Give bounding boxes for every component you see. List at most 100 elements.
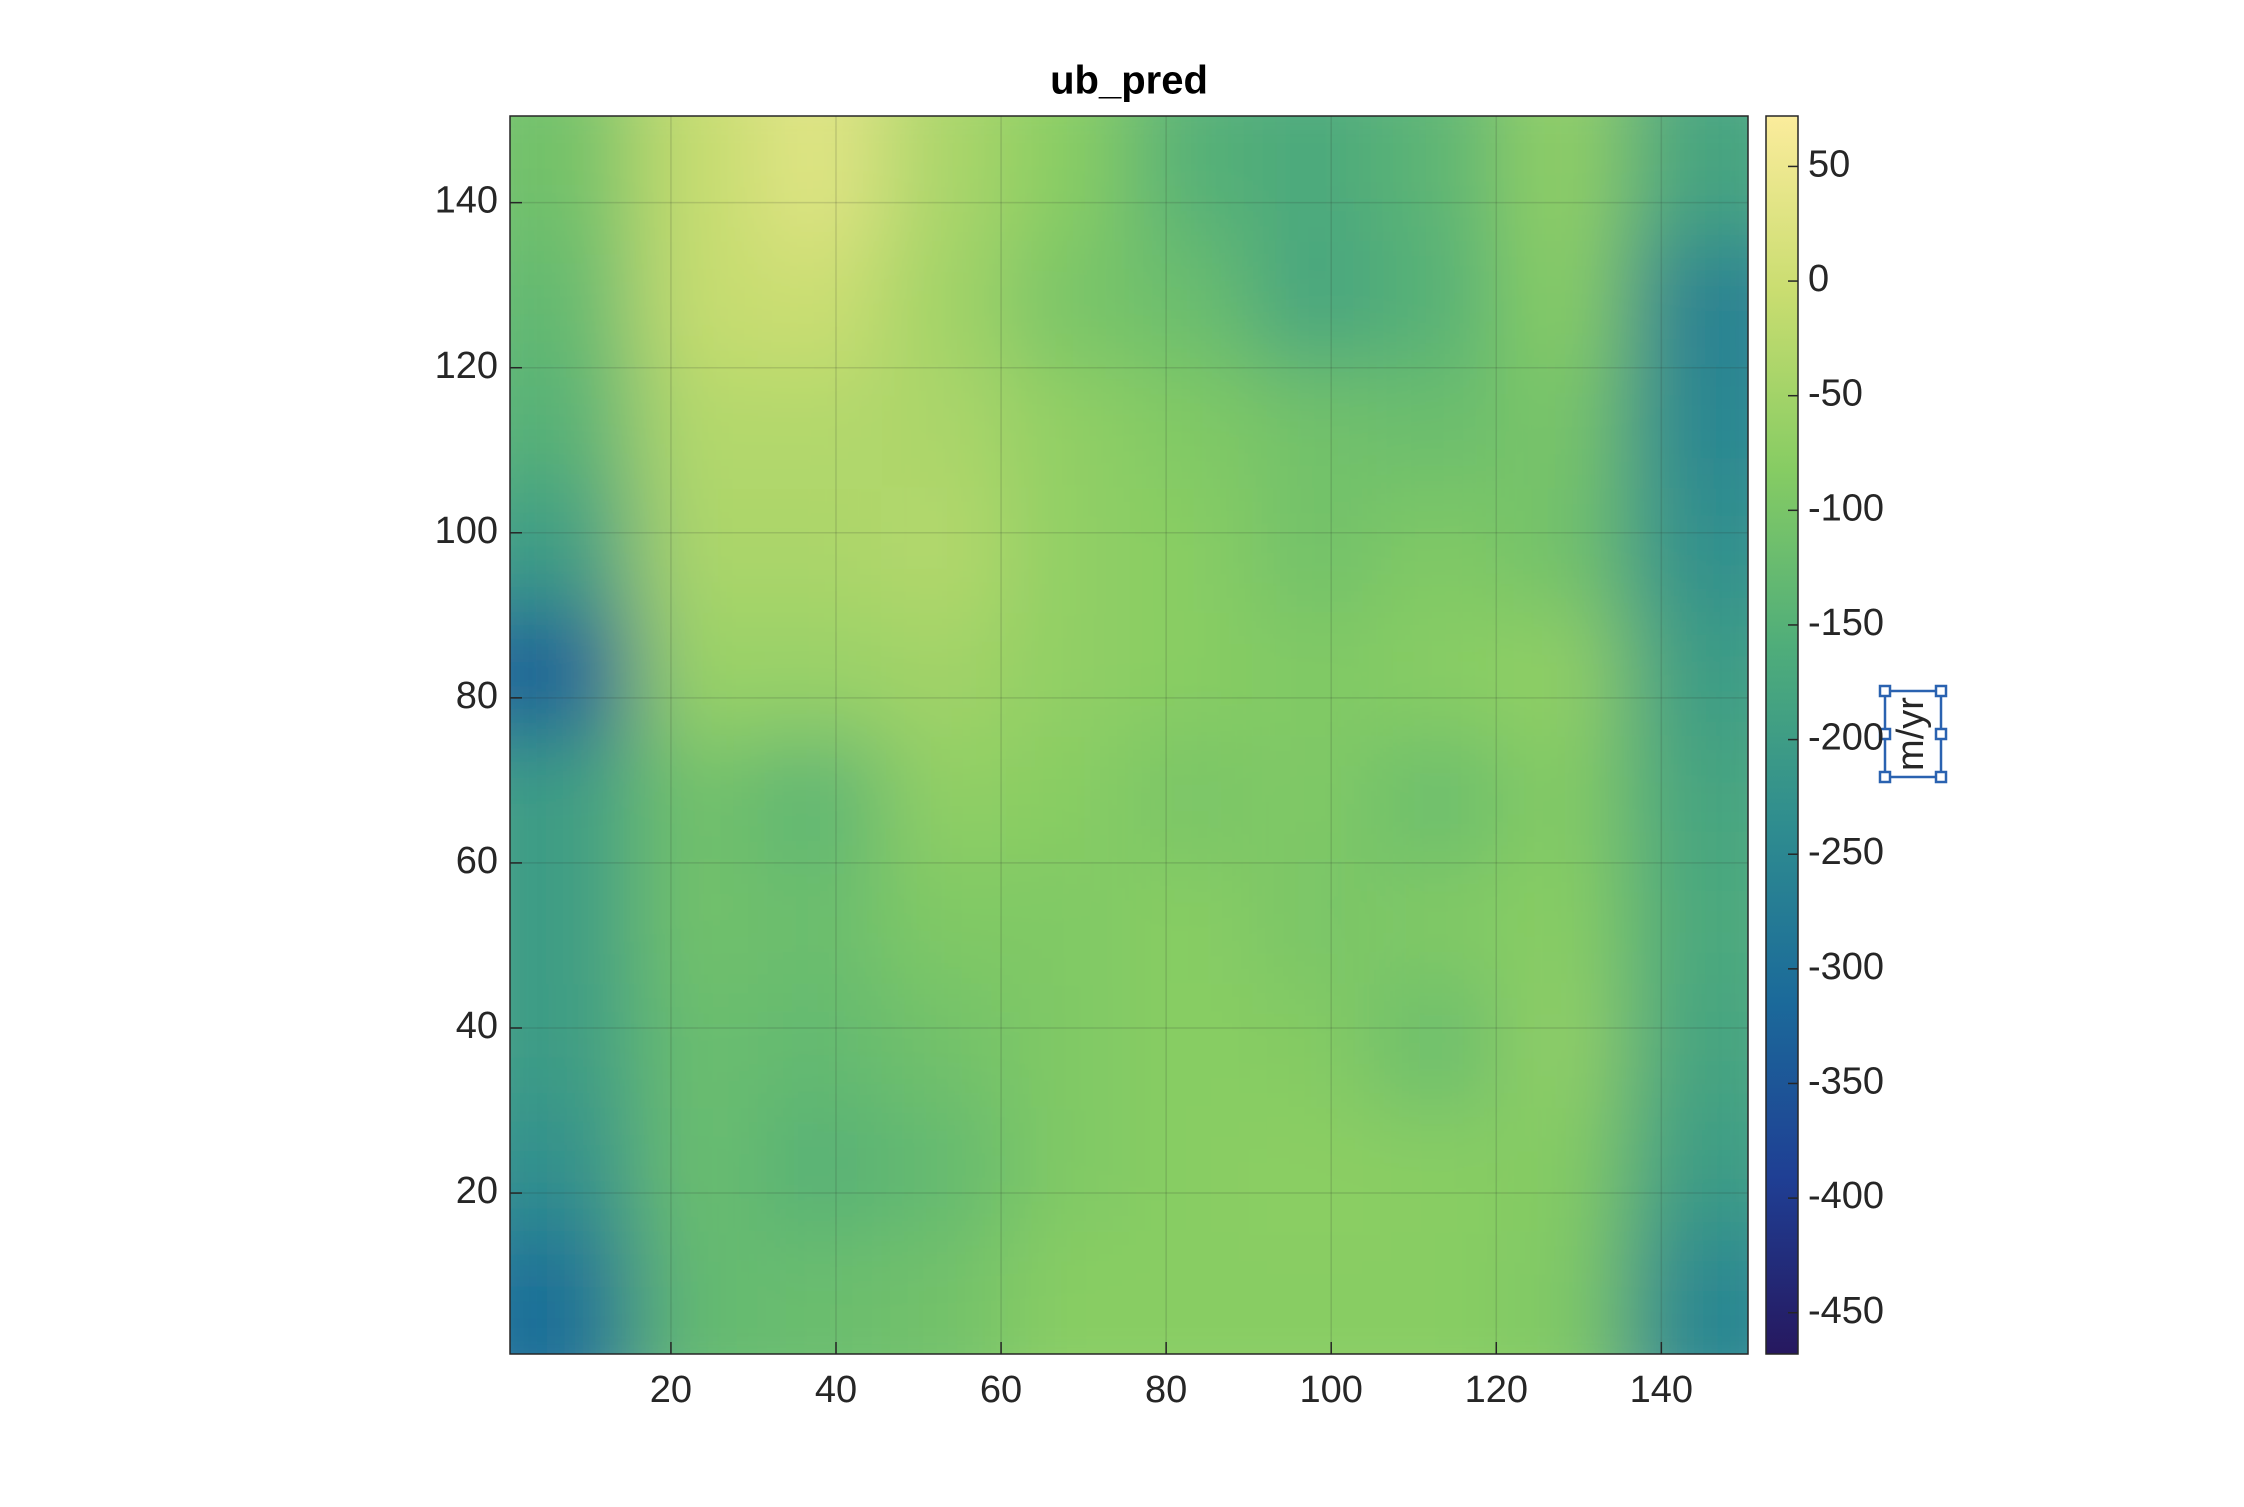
colorbar-tick-label: -100 bbox=[1808, 487, 1884, 529]
x-tick-label: 20 bbox=[650, 1369, 692, 1411]
heatmap-cell bbox=[881, 239, 1007, 365]
colorbar-tick-label: -50 bbox=[1808, 373, 1863, 415]
heatmap-cell bbox=[1005, 239, 1130, 365]
heatmap-cell bbox=[1376, 735, 1502, 860]
heatmap-cell bbox=[510, 735, 635, 860]
heatmap-cell bbox=[1005, 487, 1130, 613]
colorbar-tick-label: -450 bbox=[1808, 1290, 1884, 1332]
heatmap-cell bbox=[510, 982, 635, 1108]
heatmap-cell bbox=[1500, 982, 1626, 1108]
heatmap-cell bbox=[881, 982, 1007, 1108]
heatmap-cell bbox=[1624, 239, 1748, 365]
chart-title: ub_pred bbox=[1050, 59, 1208, 103]
heatmap-cell bbox=[1129, 239, 1254, 365]
heatmap-cell bbox=[1005, 1230, 1130, 1354]
heatmap-cell bbox=[1129, 982, 1254, 1108]
x-tick-label: 100 bbox=[1300, 1369, 1363, 1411]
heatmap-cell bbox=[1376, 487, 1502, 613]
heatmap-cell bbox=[1500, 239, 1626, 365]
heatmap-cell bbox=[1376, 1230, 1502, 1354]
heatmap-cell bbox=[633, 363, 759, 489]
heatmap-cell bbox=[881, 1106, 1007, 1232]
heatmap-cell bbox=[1376, 1106, 1502, 1232]
colorbar-label: m/yr bbox=[1890, 697, 1932, 771]
heatmap-cell bbox=[757, 982, 883, 1108]
heatmap-cell bbox=[1129, 611, 1254, 736]
heatmap-cell bbox=[510, 858, 635, 984]
heatmap-cell bbox=[1005, 735, 1130, 860]
x-tick-label: 80 bbox=[1145, 1369, 1187, 1411]
heatmap-cell bbox=[1624, 611, 1748, 736]
y-tick-label: 140 bbox=[435, 180, 498, 222]
heatmap-cell bbox=[1005, 1106, 1130, 1232]
heatmap-cell bbox=[1624, 735, 1748, 860]
heatmap-cell bbox=[881, 735, 1007, 860]
heatmap-cell bbox=[633, 735, 759, 860]
heatmap-cell bbox=[1252, 487, 1378, 613]
heatmap-cell bbox=[510, 363, 635, 489]
heatmap-cell bbox=[1624, 116, 1748, 241]
heatmap-cell bbox=[1624, 1106, 1748, 1232]
heatmap-cell bbox=[757, 487, 883, 613]
heatmap-cell bbox=[633, 487, 759, 613]
heatmap-cell bbox=[881, 116, 1007, 241]
heatmap-cell bbox=[1500, 611, 1626, 736]
colorbar-tick-label: -250 bbox=[1808, 831, 1884, 873]
y-tick-label: 120 bbox=[435, 345, 498, 387]
heatmap-cell bbox=[1129, 735, 1254, 860]
heatmap-cell bbox=[1252, 982, 1378, 1108]
heatmap-cell bbox=[510, 1106, 635, 1232]
heatmap-cell bbox=[1500, 1230, 1626, 1354]
heatmap-cell bbox=[1376, 982, 1502, 1108]
heatmap-cell bbox=[1252, 239, 1378, 365]
heatmap-cell bbox=[633, 1230, 759, 1354]
colorbar-tick-label: -400 bbox=[1808, 1175, 1884, 1217]
heatmap-cell bbox=[1500, 1106, 1626, 1232]
x-tick-label: 120 bbox=[1465, 1369, 1528, 1411]
heatmap-cell bbox=[757, 1106, 883, 1232]
heatmap-cell bbox=[1376, 239, 1502, 365]
heatmap-cell bbox=[757, 858, 883, 984]
colorbar-tick-label: -350 bbox=[1808, 1061, 1884, 1103]
heatmap bbox=[510, 116, 1748, 1354]
y-tick-label: 40 bbox=[456, 1005, 498, 1047]
heatmap-cell bbox=[1624, 858, 1748, 984]
heatmap-cell bbox=[510, 239, 635, 365]
heatmap-cell bbox=[757, 116, 883, 241]
x-tick-label: 140 bbox=[1630, 1369, 1693, 1411]
heatmap-cell bbox=[1500, 487, 1626, 613]
heatmap-cell bbox=[1376, 611, 1502, 736]
heatmap-cell bbox=[881, 611, 1007, 736]
heatmap-cell bbox=[1376, 116, 1502, 241]
heatmap-cell bbox=[633, 1106, 759, 1232]
heatmap-cell bbox=[1129, 487, 1254, 613]
heatmap-cell bbox=[1252, 1230, 1378, 1354]
heatmap-cell bbox=[1252, 858, 1378, 984]
y-tick-label: 80 bbox=[456, 675, 498, 717]
x-tick-label: 60 bbox=[980, 1369, 1022, 1411]
heatmap-cell bbox=[757, 735, 883, 860]
heatmap-cell bbox=[1129, 363, 1254, 489]
heatmap-cell bbox=[757, 363, 883, 489]
colorbar bbox=[1765, 115, 1799, 1355]
heatmap-cell bbox=[757, 1230, 883, 1354]
colorbar-tick-label: 50 bbox=[1808, 143, 1850, 185]
heatmap-cell bbox=[1500, 735, 1626, 860]
heatmap-cell bbox=[881, 858, 1007, 984]
colorbar-tick-label: -300 bbox=[1808, 946, 1884, 988]
heatmap-cell bbox=[1005, 982, 1130, 1108]
heatmap-cell bbox=[510, 116, 635, 241]
colorbar-tick-label: -150 bbox=[1808, 602, 1884, 644]
y-tick-label: 100 bbox=[435, 510, 498, 552]
heatmap-cell bbox=[1129, 1106, 1254, 1232]
heatmap-cell bbox=[881, 363, 1007, 489]
colorbar-tick-label: -200 bbox=[1808, 717, 1884, 759]
heatmap-cell bbox=[757, 611, 883, 736]
selection-box bbox=[1878, 684, 1948, 784]
heatmap-cell bbox=[1252, 611, 1378, 736]
heatmap-cell bbox=[1624, 982, 1748, 1108]
heatmap-cell bbox=[633, 611, 759, 736]
heatmap-cell bbox=[881, 487, 1007, 613]
heatmap-cell bbox=[1129, 858, 1254, 984]
heatmap-cell bbox=[1500, 116, 1626, 241]
